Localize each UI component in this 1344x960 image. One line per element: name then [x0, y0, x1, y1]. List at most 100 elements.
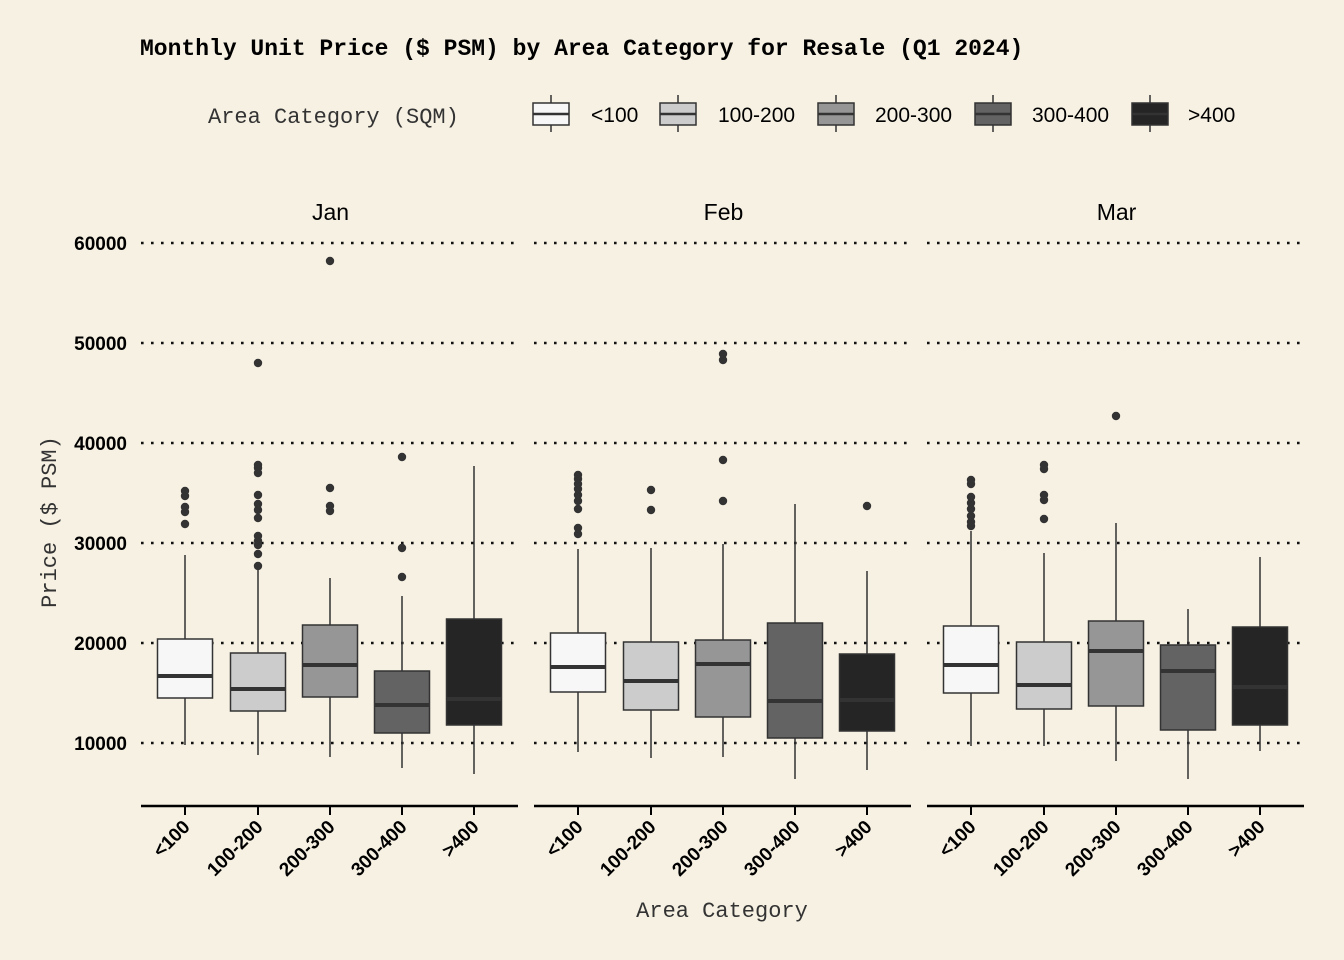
outlier-point: [180, 519, 190, 529]
outlier-point: [718, 349, 728, 359]
legend-label: <100: [591, 104, 638, 127]
outlier-point: [325, 501, 335, 511]
x-tick-label: <100: [542, 817, 587, 862]
box-feb-2: [694, 349, 752, 757]
outlier-point: [1039, 460, 1049, 470]
legend-label: 300-400: [1032, 104, 1109, 127]
outlier-point: [646, 485, 656, 495]
box-mar-0: [942, 475, 1000, 746]
outlier-point: [573, 529, 583, 539]
outlier-point: [573, 496, 583, 506]
box: [1087, 620, 1145, 707]
outlier-point: [1039, 490, 1049, 500]
outlier-point: [966, 517, 976, 527]
legend-entry: 100-200: [659, 95, 795, 132]
outlier-point: [646, 505, 656, 515]
facet-label: Mar: [1097, 199, 1137, 225]
outlier-point: [253, 460, 263, 470]
box-mar-2: [1087, 411, 1145, 761]
box-mar-3: [1159, 609, 1217, 779]
box: [301, 624, 359, 698]
box: [373, 670, 431, 734]
facet-label: Jan: [312, 199, 349, 225]
outlier-point: [253, 549, 263, 559]
outlier-point: [325, 483, 335, 493]
box-jan-4: [445, 466, 503, 774]
y-tick-label: 10000: [74, 734, 127, 755]
y-axis: 10000 20000 30000 40000 50000 60000: [74, 234, 127, 755]
x-tick-label: 300-400: [1133, 817, 1197, 881]
outlier-point: [966, 475, 976, 485]
facet-labels: Jan Feb Mar: [312, 199, 1137, 225]
x-tick-label: 200-300: [275, 817, 339, 881]
x-tick-label: >400: [438, 817, 483, 862]
box: [549, 632, 607, 693]
outlier-point: [1111, 411, 1121, 421]
x-axis: <100 100-200 200-300 300-400 >400 <100 100-200…: [141, 804, 1304, 881]
outlier-point: [397, 543, 407, 553]
boxes: [156, 256, 1289, 779]
outlier-point: [253, 358, 263, 368]
outlier-point: [180, 502, 190, 512]
outlier-point: [253, 561, 263, 571]
x-axis-title: Area Category: [636, 899, 808, 924]
outlier-point: [862, 501, 872, 511]
box-feb-0: [549, 470, 607, 752]
outlier-point: [253, 505, 263, 515]
outlier-point: [718, 455, 728, 465]
outlier-point: [966, 511, 976, 521]
y-axis-title: Price ($ PSM): [38, 436, 63, 608]
outlier-point: [397, 452, 407, 462]
y-tick-label: 40000: [74, 434, 127, 455]
x-tick-label: 300-400: [740, 817, 804, 881]
chart-title: Monthly Unit Price ($ PSM) by Area Categ…: [140, 36, 1023, 62]
legend-entry: 200-300: [817, 95, 952, 132]
box-jan-3: [373, 452, 431, 768]
box-feb-1: [622, 485, 680, 758]
y-tick-label: 60000: [74, 234, 127, 255]
outlier-point: [1039, 514, 1049, 524]
outlier-point: [253, 531, 263, 541]
outlier-point: [573, 504, 583, 514]
legend-label: >400: [1188, 104, 1235, 127]
box: [445, 618, 503, 726]
y-tick-label: 50000: [74, 334, 127, 355]
box-feb-3: [766, 504, 824, 779]
box: [622, 641, 680, 711]
facet-label: Feb: [704, 199, 744, 225]
x-tick-label: <100: [149, 817, 194, 862]
outlier-point: [718, 355, 728, 365]
outlier-point: [253, 490, 263, 500]
y-tick-label: 30000: [74, 534, 127, 555]
box-feb-4: [838, 501, 896, 770]
box-jan-0: [156, 486, 214, 745]
x-tick-label: 100-200: [989, 817, 1053, 881]
outlier-point: [573, 523, 583, 533]
outlier-point: [253, 499, 263, 509]
legend-entry: <100: [532, 95, 638, 132]
box-jan-1: [229, 358, 287, 755]
outlier-point: [573, 490, 583, 500]
box: [766, 622, 824, 739]
box-mar-4: [1231, 557, 1289, 751]
outlier-point: [253, 513, 263, 523]
outlier-point: [966, 492, 976, 502]
x-tick-label: <100: [935, 817, 980, 862]
x-tick-label: 300-400: [347, 817, 411, 881]
legend: Area Category (SQM) <100 100-200 200-300 30…: [208, 95, 1235, 132]
box: [838, 653, 896, 732]
legend-entry: 300-400: [974, 95, 1109, 132]
x-tick-label: 100-200: [596, 817, 660, 881]
x-tick-label: >400: [1224, 817, 1269, 862]
box-jan-2: [301, 256, 359, 757]
legend-title: Area Category (SQM): [208, 105, 459, 130]
outlier-point: [325, 256, 335, 266]
box: [1231, 626, 1289, 726]
box: [1159, 644, 1217, 731]
outlier-point: [573, 470, 583, 480]
box: [156, 638, 214, 699]
x-tick-label: >400: [831, 817, 876, 862]
x-tick-label: 100-200: [203, 817, 267, 881]
box: [942, 625, 1000, 694]
